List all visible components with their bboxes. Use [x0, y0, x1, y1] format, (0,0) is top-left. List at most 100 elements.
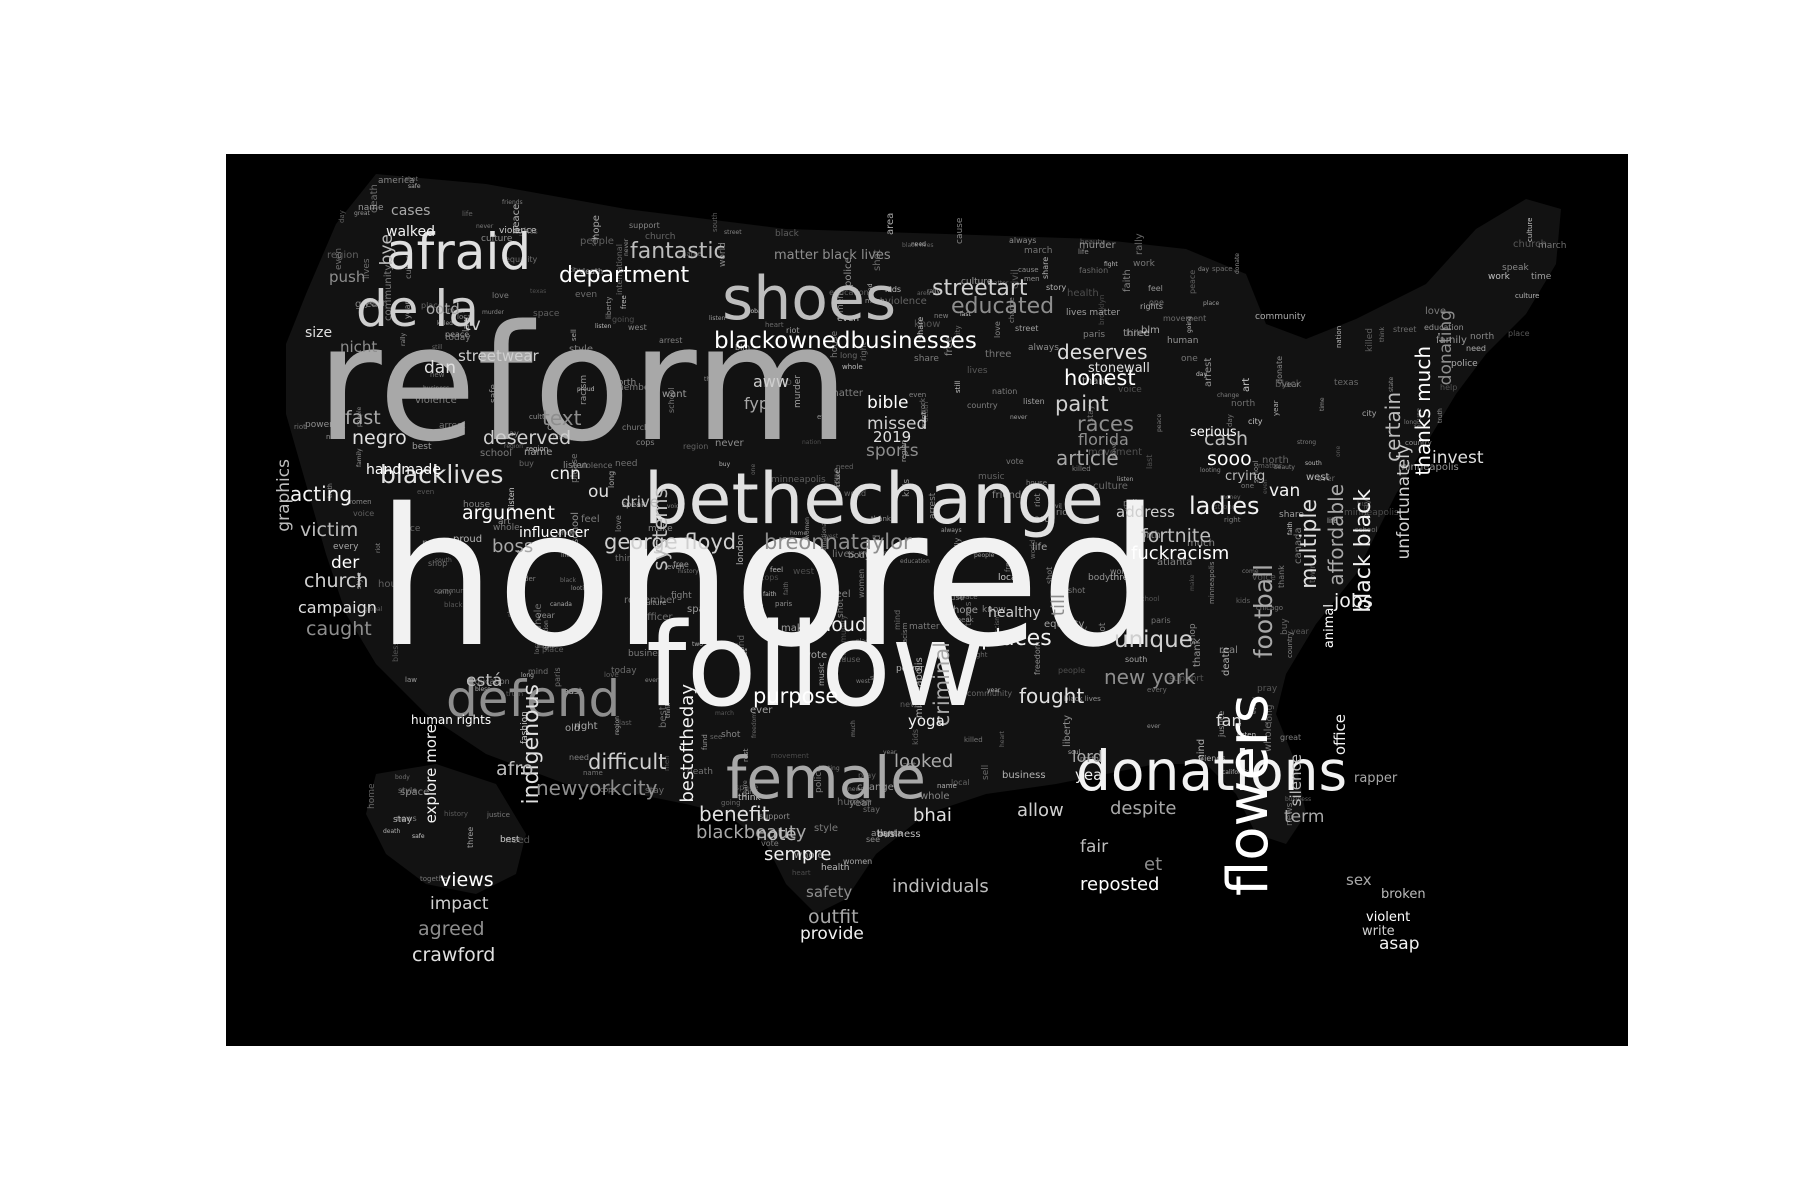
- filler-word: old: [547, 422, 563, 433]
- filler-word: justice: [487, 811, 510, 819]
- filler-word: black: [1275, 379, 1302, 390]
- filler-word: know: [982, 605, 1006, 615]
- filler-word: change: [857, 782, 894, 793]
- filler-word: best: [412, 442, 432, 452]
- cloud-word: animal: [1322, 604, 1337, 649]
- cloud-word: healthy: [988, 605, 1041, 621]
- filler-word: paris: [1083, 330, 1106, 340]
- filler-word: atlanta: [1157, 557, 1193, 568]
- filler-word: love: [492, 291, 509, 300]
- filler-word: voice: [1252, 573, 1276, 583]
- filler-word: news: [848, 786, 864, 793]
- filler-word: culture: [642, 599, 667, 607]
- filler-word: need: [505, 835, 530, 846]
- filler-word: school: [480, 448, 513, 459]
- filler-word: even: [334, 247, 344, 270]
- filler-word: riot: [1056, 508, 1072, 518]
- filler-word: never: [715, 438, 744, 449]
- filler-word: whole: [557, 530, 575, 537]
- filler-word: heart: [999, 731, 1006, 747]
- cloud-word: article: [1056, 446, 1119, 470]
- filler-word: support: [1169, 674, 1204, 684]
- filler-word: community: [967, 689, 1013, 698]
- filler-word: style: [878, 830, 895, 838]
- filler-word: kids: [1236, 597, 1251, 605]
- filler-word: right: [574, 721, 598, 732]
- filler-word: culture: [481, 234, 513, 244]
- filler-word: see: [866, 835, 881, 844]
- us-contiguous-shape: [286, 174, 1561, 914]
- filler-word: still: [954, 380, 962, 393]
- filler-word: cause: [1018, 266, 1039, 274]
- filler-word: safe: [412, 833, 425, 840]
- us-map-silhouette: [286, 174, 1561, 914]
- filler-word: hope: [591, 215, 602, 240]
- filler-word: violence: [579, 461, 613, 470]
- filler-word: year: [883, 749, 897, 756]
- filler-word: region: [683, 442, 709, 451]
- cloud-word: bye: [377, 234, 397, 266]
- filler-word: business: [423, 385, 450, 392]
- cloud-word: difficult: [588, 750, 667, 774]
- filler-word: region: [504, 443, 523, 450]
- filler-word: education: [829, 288, 869, 297]
- filler-word: education: [900, 558, 930, 565]
- filler-word: civil: [1050, 503, 1062, 510]
- filler-word: shot: [549, 417, 562, 424]
- filler-word: rights: [1140, 302, 1163, 311]
- filler-word: human: [437, 306, 465, 315]
- filler-word: equality: [1044, 619, 1085, 630]
- filler-word: community: [1255, 312, 1306, 322]
- filler-word: people: [580, 236, 614, 247]
- cloud-word: push: [329, 268, 366, 286]
- filler-word: violence: [499, 226, 537, 236]
- filler-word: new: [326, 433, 341, 441]
- filler-word: rights: [512, 227, 538, 237]
- filler-word: work: [1133, 259, 1155, 269]
- cloud-word: new york: [1104, 665, 1196, 689]
- filler-word: even: [667, 563, 685, 571]
- filler-word: music: [537, 643, 555, 650]
- filler-word: city: [1248, 417, 1263, 426]
- filler-word: whole: [920, 791, 950, 802]
- filler-word: shot: [405, 176, 418, 183]
- filler-word: women: [1110, 567, 1140, 576]
- filler-word: march: [1538, 241, 1567, 251]
- filler-word: matter: [988, 280, 1009, 287]
- filler-word: listen: [1237, 731, 1257, 739]
- filler-word: country: [1286, 631, 1294, 658]
- filler-word: region: [327, 250, 359, 261]
- cloud-word: allow: [1017, 800, 1064, 821]
- cloud-word: nicht: [340, 338, 378, 356]
- cloud-word: safety: [806, 883, 853, 901]
- filler-word: business: [1285, 796, 1312, 803]
- filler-word: one: [745, 788, 759, 796]
- filler-word: great: [355, 299, 382, 310]
- cloud-word: está: [466, 671, 503, 691]
- filler-word: hope: [953, 605, 978, 616]
- filler-word: north: [1134, 530, 1161, 541]
- filler-word: equality: [505, 255, 538, 264]
- filler-word: share: [914, 354, 939, 364]
- cloud-word: jobs: [1334, 590, 1373, 612]
- filler-word: violence: [885, 296, 927, 307]
- filler-word: old: [565, 723, 581, 734]
- filler-word: much: [865, 297, 885, 305]
- filler-word: never: [900, 700, 923, 709]
- cloud-word: unique: [1114, 627, 1193, 653]
- cloud-word: cases: [391, 203, 431, 219]
- filler-word: make: [781, 623, 809, 634]
- filler-word: come: [1242, 568, 1259, 575]
- cloud-word: donations: [1076, 739, 1348, 803]
- cloud-word: fantastic: [630, 239, 726, 264]
- filler-word: home: [367, 783, 377, 809]
- filler-word: city: [569, 267, 580, 274]
- filler-word: style: [569, 344, 593, 355]
- filler-word: need: [836, 463, 854, 471]
- filler-word: local: [457, 313, 474, 321]
- filler-word: house: [463, 500, 491, 510]
- filler-word: peace: [1188, 269, 1197, 294]
- filler-word: north: [1231, 399, 1256, 409]
- cloud-word: human rights: [411, 713, 492, 727]
- cloud-word: afraid: [386, 223, 532, 281]
